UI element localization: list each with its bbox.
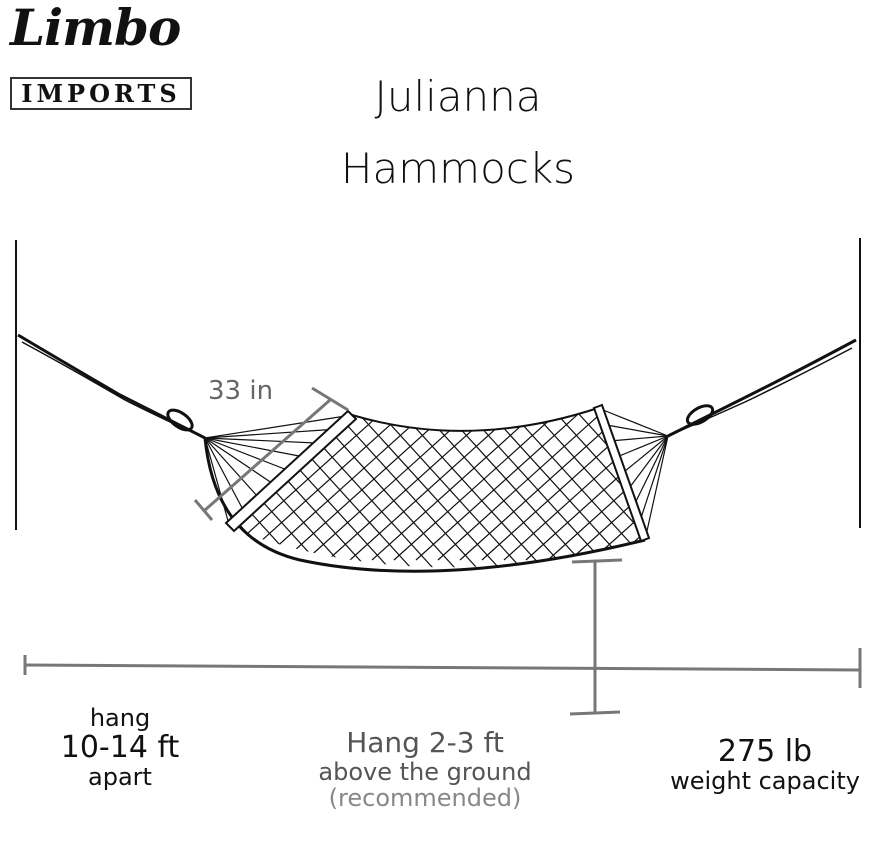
net-line bbox=[481, 408, 645, 561]
string bbox=[638, 435, 669, 524]
net-line bbox=[569, 408, 645, 561]
net-line bbox=[20, 380, 220, 560]
dimension-lines bbox=[23, 386, 862, 716]
net-line bbox=[230, 408, 243, 568]
distance-dimension-line bbox=[24, 663, 861, 672]
net-line bbox=[658, 380, 858, 600]
bed-top-edge bbox=[351, 407, 599, 432]
bed-bottom-edge bbox=[203, 437, 646, 573]
ropes bbox=[17, 333, 857, 440]
hammock-bed bbox=[0, 380, 880, 600]
title-line-1: Julianna bbox=[374, 72, 542, 121]
string bbox=[204, 414, 353, 439]
string bbox=[603, 423, 669, 437]
right-ring bbox=[685, 404, 715, 426]
string bbox=[621, 435, 669, 475]
spec-capacity-line-2: weight capacity bbox=[670, 767, 860, 795]
net-line bbox=[0, 380, 154, 600]
spec-capacity: 275 lb weight capacity bbox=[640, 735, 890, 794]
net-line bbox=[503, 408, 645, 561]
net-line bbox=[591, 408, 645, 561]
net-line bbox=[0, 380, 176, 600]
spec-height-line-1: Hang 2-3 ft bbox=[346, 726, 504, 759]
left-ring bbox=[166, 408, 194, 432]
logo-script: Limbo bbox=[10, 0, 181, 57]
net-line bbox=[658, 380, 858, 560]
net-line bbox=[547, 408, 645, 568]
string bbox=[204, 437, 322, 444]
string bbox=[644, 435, 669, 541]
net-line bbox=[635, 408, 645, 568]
net-line bbox=[547, 408, 645, 561]
spec-height-line-3: (recommended) bbox=[328, 784, 522, 813]
net-line bbox=[0, 380, 44, 560]
logo-imports: IMPORTS bbox=[10, 77, 192, 110]
left-spreader-bar bbox=[224, 409, 358, 533]
width-label: 33 in bbox=[208, 376, 274, 406]
net-line bbox=[0, 380, 66, 600]
right-rope bbox=[667, 338, 857, 438]
net-line bbox=[0, 380, 44, 600]
spec-distance-line-2: 10-14 ft bbox=[60, 730, 180, 766]
net-line bbox=[680, 380, 880, 600]
net-line bbox=[0, 380, 132, 560]
net-line bbox=[635, 408, 645, 561]
string bbox=[632, 435, 669, 508]
spec-distance-line-1: hang bbox=[89, 704, 151, 732]
spec-height: Hang 2-3 ft above the ground (recommende… bbox=[290, 726, 560, 813]
string bbox=[204, 437, 261, 501]
posts bbox=[15, 238, 861, 530]
hammock-strings bbox=[204, 407, 669, 541]
spec-distance: hang 10-14 ft apart bbox=[40, 705, 200, 791]
width-dimension-line bbox=[204, 398, 331, 512]
net-line bbox=[0, 380, 22, 600]
net-line bbox=[0, 380, 66, 560]
string bbox=[204, 437, 277, 487]
net-line bbox=[0, 380, 22, 560]
string bbox=[204, 437, 292, 473]
net-line bbox=[0, 380, 154, 560]
net-line bbox=[459, 408, 645, 561]
spreader-bars bbox=[224, 403, 651, 543]
net-line bbox=[0, 380, 176, 560]
net-line bbox=[0, 380, 88, 600]
string bbox=[204, 437, 307, 458]
string bbox=[609, 435, 669, 442]
net-line bbox=[20, 380, 220, 600]
net-line bbox=[230, 408, 265, 568]
net-line bbox=[0, 380, 88, 560]
string bbox=[204, 437, 246, 515]
string bbox=[204, 437, 231, 529]
string bbox=[597, 407, 669, 437]
net-line bbox=[0, 380, 198, 560]
string bbox=[615, 435, 669, 459]
spec-capacity-line-1: 275 lb bbox=[717, 734, 813, 769]
spec-distance-line-3: apart bbox=[88, 763, 152, 792]
net-line bbox=[230, 408, 331, 568]
left-rope bbox=[17, 333, 206, 440]
title-line-2: Hammocks bbox=[340, 144, 576, 193]
net-line bbox=[230, 408, 287, 561]
spec-height-line-2: above the ground bbox=[318, 757, 532, 786]
right-spreader-bar bbox=[592, 403, 651, 543]
net-line bbox=[0, 380, 132, 600]
string bbox=[204, 428, 337, 439]
string bbox=[626, 435, 669, 491]
net-line bbox=[230, 408, 287, 568]
